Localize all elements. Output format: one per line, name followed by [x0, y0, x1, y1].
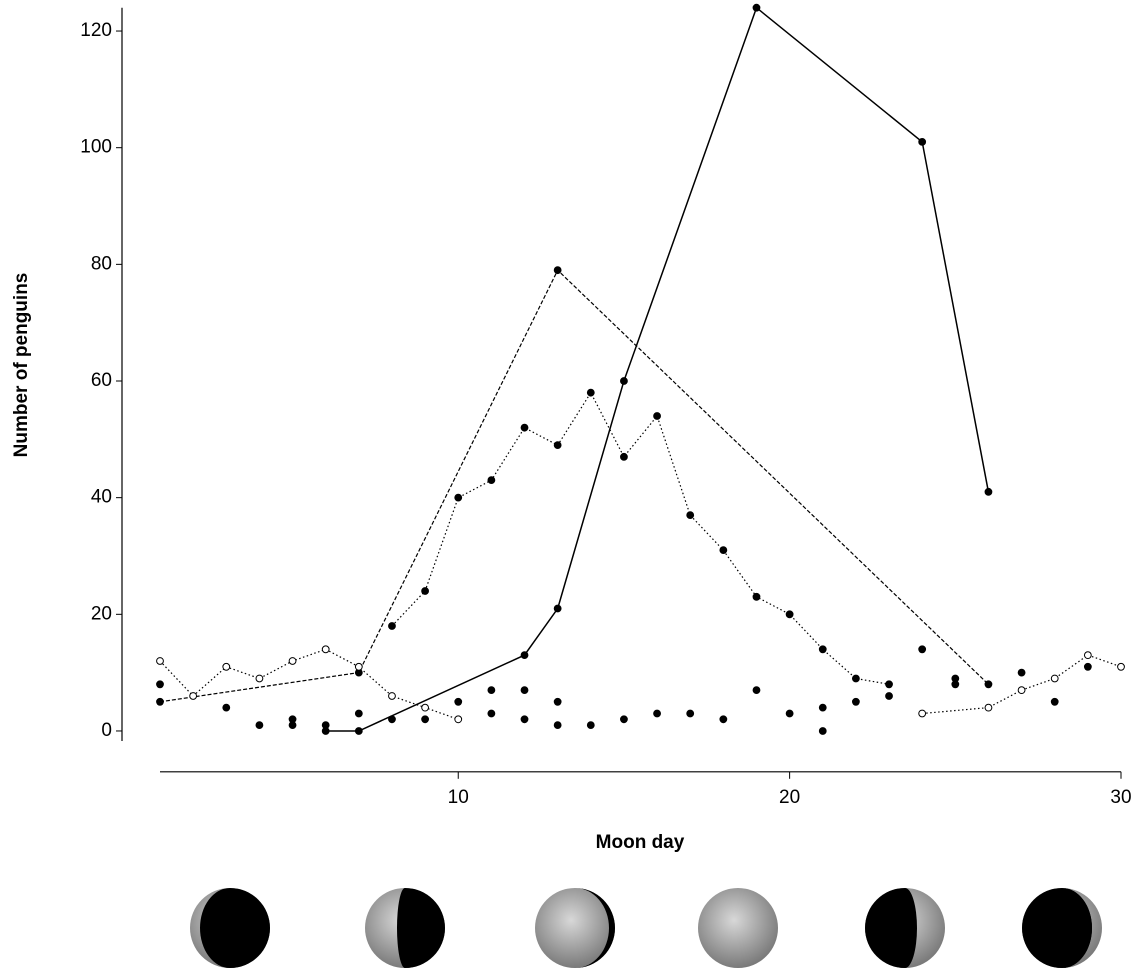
- y-tick-label: 120: [80, 20, 112, 41]
- data-point: [520, 715, 529, 724]
- y-axis-label: Number of penguins: [11, 273, 32, 458]
- data-point: [719, 715, 728, 724]
- data-point: [255, 674, 264, 683]
- data-point: [421, 715, 430, 724]
- data-point: [222, 703, 231, 712]
- data-point: [1017, 686, 1026, 695]
- data-point: [421, 703, 430, 712]
- data-point: [454, 715, 463, 724]
- data-point: [851, 674, 860, 683]
- series-line: [159, 269, 989, 703]
- data-point: [984, 487, 993, 496]
- data-point: [553, 697, 562, 706]
- data-point: [1083, 662, 1092, 671]
- data-point: [818, 727, 827, 735]
- data-point: [752, 592, 761, 601]
- data-point: [156, 657, 164, 665]
- data-point: [321, 645, 330, 654]
- data-point: [984, 703, 993, 712]
- data-point: [785, 610, 794, 619]
- data-point: [586, 388, 595, 397]
- data-point: [156, 697, 164, 706]
- data-point: [918, 137, 927, 146]
- data-point: [918, 709, 927, 718]
- data-point: [885, 692, 893, 700]
- data-point: [752, 3, 761, 12]
- series-line: [159, 648, 1122, 720]
- data-point: [1017, 668, 1026, 677]
- y-tick-label: 20: [91, 603, 112, 624]
- series-line: [325, 6, 990, 732]
- data-point: [719, 546, 728, 555]
- data-point: [156, 680, 164, 689]
- data-point: [354, 709, 363, 718]
- data-point: [189, 692, 198, 700]
- data-point: [487, 686, 496, 695]
- data-point: [752, 686, 761, 695]
- x-tick-label: 30: [1110, 787, 1131, 808]
- data-point: [388, 692, 396, 700]
- data-point: [520, 423, 529, 432]
- data-point: [620, 377, 628, 385]
- data-point: [288, 657, 297, 665]
- data-point: [354, 662, 363, 671]
- data-point: [288, 721, 297, 730]
- y-tick-label: 40: [91, 487, 112, 508]
- data-point: [421, 587, 430, 595]
- data-point: [620, 715, 628, 724]
- data-point: [653, 412, 661, 420]
- data-point: [520, 686, 529, 695]
- data-point: [586, 721, 595, 730]
- data-point: [388, 715, 396, 724]
- data-point: [653, 709, 661, 718]
- data-point: [354, 727, 363, 735]
- y-tick-label: 0: [101, 720, 112, 741]
- y-tick-label: 100: [80, 137, 112, 158]
- data-point: [487, 709, 496, 718]
- data-point: [918, 645, 927, 654]
- data-point: [520, 651, 529, 660]
- data-point: [388, 622, 396, 630]
- data-point: [1117, 662, 1125, 671]
- data-point: [951, 680, 960, 689]
- moon-phases: [190, 888, 1102, 968]
- data-point: [454, 493, 463, 502]
- data-point: [553, 604, 562, 613]
- data-point: [222, 662, 231, 671]
- y-tick-label: 60: [91, 370, 112, 391]
- data-point: [785, 709, 794, 718]
- data-point: [321, 721, 330, 730]
- data-point: [984, 680, 993, 689]
- data-point: [1050, 674, 1059, 683]
- y-tick-label: 80: [91, 253, 112, 274]
- data-point: [553, 266, 562, 275]
- data-point: [686, 709, 695, 718]
- x-tick-label: 10: [448, 787, 469, 808]
- data-point: [255, 721, 264, 730]
- data-point: [818, 703, 827, 712]
- data-point: [851, 697, 860, 706]
- data-point: [1050, 697, 1059, 706]
- x-axis-label: Moon day: [596, 832, 685, 853]
- data-point: [620, 452, 628, 461]
- data-point: [454, 697, 463, 706]
- x-tick-label: 20: [779, 787, 800, 808]
- data-point: [686, 511, 695, 520]
- data-point: [1083, 651, 1092, 660]
- data-point: [487, 476, 496, 485]
- data-point: [885, 680, 893, 689]
- data-point: [818, 645, 827, 654]
- data-point: [553, 441, 562, 450]
- data-point: [553, 721, 562, 730]
- series-line: [391, 391, 890, 685]
